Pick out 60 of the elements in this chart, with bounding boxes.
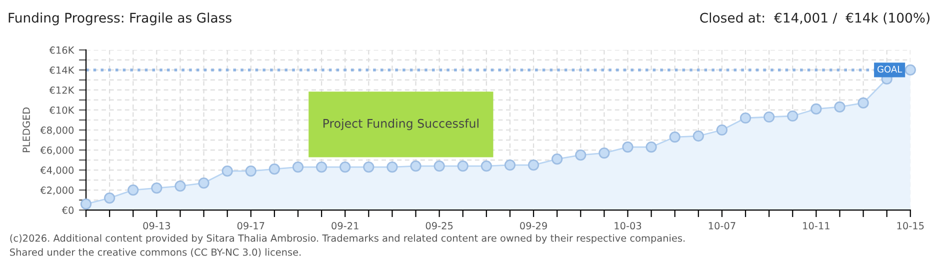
point [434,160,445,172]
x-tick-label: 10-15 [897,222,924,230]
chart-title: Funding Progress: Fragile as Glass [8,12,232,26]
point [810,103,822,115]
point [151,182,162,194]
x-tick-label: 09-17 [237,222,264,230]
y-tick-label: €4,000 [40,166,74,175]
point [292,161,304,173]
point [268,163,280,175]
point [575,149,586,161]
point [410,160,422,172]
point [646,141,657,153]
point [692,130,704,142]
ref-line-label: GOAL [878,66,902,73]
point [386,161,398,173]
point [787,110,798,122]
point [598,147,610,159]
point [622,141,634,153]
point [764,111,775,123]
x-tick-label: 09-21 [332,222,358,230]
y-tick-label: €6,000 [40,146,74,155]
point [528,159,540,171]
annotation: Project Funding Successful [323,118,478,130]
y-tick-label: €12K [49,86,74,94]
point [834,101,846,113]
point [858,97,869,109]
x-tick-label: 09-29 [520,222,547,230]
point [245,165,256,177]
point [716,124,728,136]
point [340,161,351,173]
point [669,131,680,143]
y-tick-label: €10K [49,106,74,114]
point [480,160,492,172]
y-tick-label: €16K [49,46,74,54]
y-tick-label: €8,000 [40,126,74,135]
point [740,112,752,124]
point [198,177,210,189]
point [904,64,916,76]
text: Shared under the creative commons (CC BY-NC 3.0) license. [10,248,301,257]
x-tick-label: 09-25 [426,222,453,230]
point [552,153,563,165]
point [504,159,516,171]
x-tick-label: 10-07 [708,222,736,230]
y-tick-label: €14K [49,66,74,74]
point [316,161,328,173]
x-tick-label: 09-13 [143,222,170,230]
point [363,161,374,173]
y-axis-title: PLEDGED [22,108,30,152]
chart-subtitle: Closed at: €14,001 / €14k (100%) [700,12,930,24]
y-tick-label: €0 [62,206,74,214]
point [457,160,468,172]
point [174,180,186,192]
point [80,198,92,210]
point [128,184,139,196]
point [104,192,116,204]
text: (c)2026. Additional content provided by Sitara Thalia Ambrosio. Trademarks and related content are owned by their respective companies. [10,234,685,244]
x-tick-label: 10-11 [803,222,830,230]
x-tick-label: 10-03 [614,222,642,230]
point [222,165,233,177]
y-tick-label: €2,000 [40,186,74,195]
